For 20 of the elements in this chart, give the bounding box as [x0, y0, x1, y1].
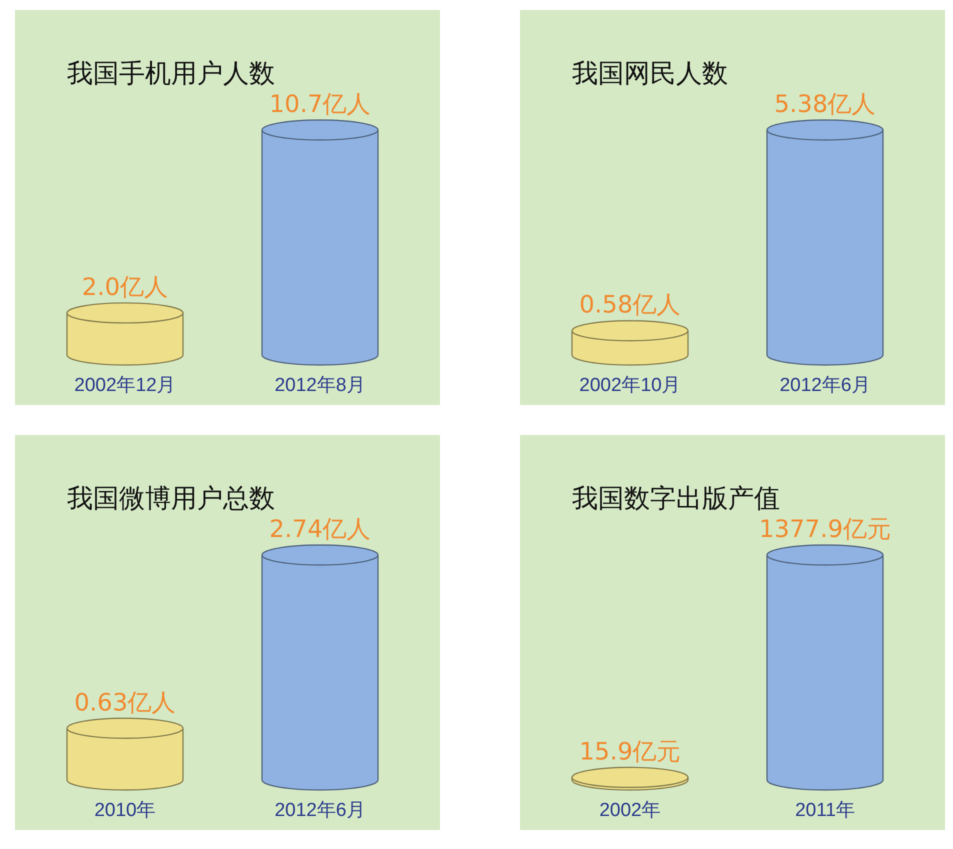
data-label: 2.74亿人 — [269, 515, 371, 543]
chart-title: 我国网民人数 — [572, 59, 728, 89]
data-label: 5.38亿人 — [774, 90, 876, 118]
x-tick-label: 2002年10月 — [579, 375, 681, 396]
chart-title: 我国手机用户人数 — [67, 59, 275, 89]
chart-title: 我国数字出版产值 — [572, 484, 780, 514]
data-label: 0.63亿人 — [74, 688, 176, 716]
data-label: 1377.9亿元 — [759, 515, 891, 543]
data-label: 0.58亿人 — [579, 290, 681, 319]
x-tick-label: 2012年6月 — [274, 800, 366, 821]
data-label: 15.9亿元 — [579, 737, 681, 766]
x-tick-label: 2012年8月 — [274, 375, 366, 396]
x-tick-label: 2012年6月 — [780, 375, 870, 396]
x-tick-label: 2011年 — [795, 800, 855, 821]
chart-title: 我国微博用户总数 — [67, 484, 275, 514]
data-label: 2.0亿人 — [82, 272, 168, 301]
data-label: 10.7亿人 — [269, 90, 371, 118]
x-tick-label: 2002年12月 — [74, 375, 176, 396]
x-tick-label: 2002年 — [599, 800, 661, 821]
x-tick-label: 2010年 — [94, 800, 156, 821]
